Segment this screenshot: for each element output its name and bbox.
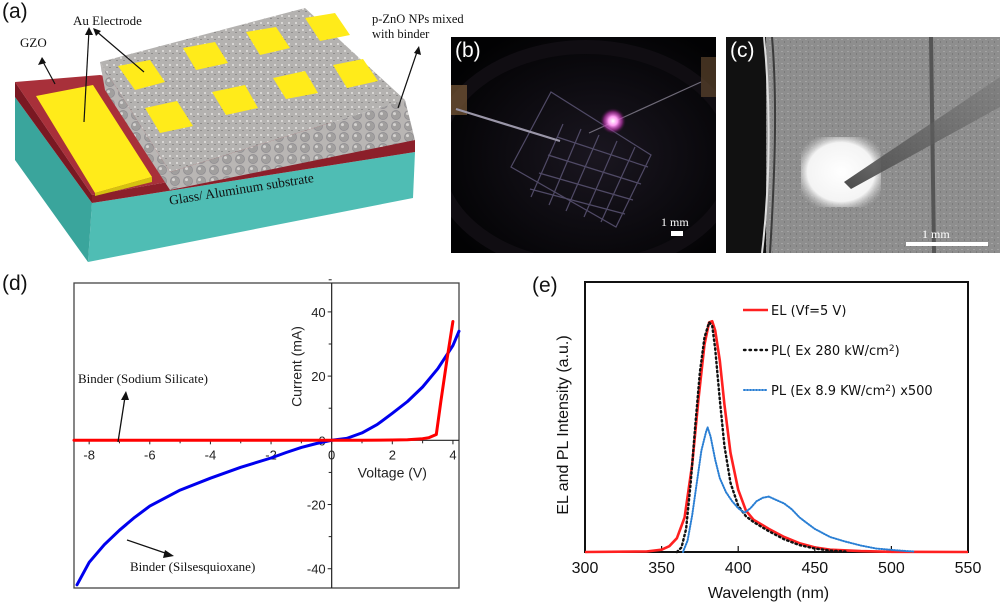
y-tick-label: 40: [311, 305, 325, 320]
x-tick-label: 300: [572, 560, 599, 577]
x-tick-label: 400: [725, 560, 752, 577]
el-emission-photo: [451, 37, 716, 253]
device-schematic: [15, 8, 421, 262]
panel-a-label: (a): [2, 0, 28, 23]
legend-text: PL( Ex 280 kW/cm: [771, 344, 889, 359]
pzno-label-line1: p-ZnO NPs mixed: [372, 12, 464, 26]
plot-frame: [73, 282, 460, 589]
substrate-front-face: [88, 152, 415, 262]
x-tick-label: 550: [955, 560, 982, 577]
panel-c-label: (c): [730, 39, 755, 62]
x-axis-label: Voltage (V): [358, 464, 427, 480]
pzno-layer-top: [100, 8, 405, 172]
x-tick-label: -6: [144, 447, 156, 462]
au-electrode-label: Au Electrode: [73, 13, 142, 28]
legend-label-el: EL (Vf=5 V): [771, 304, 846, 319]
series-pl-8-9: [682, 424, 916, 553]
legend-suffix: ): [895, 344, 900, 359]
y-axis-label: EL and PL Intensity (a.u.): [555, 335, 572, 514]
panel-b-photo: (b) 1 mm: [451, 37, 716, 253]
electrode-grid: [510, 91, 652, 228]
el-emission-spot: [600, 108, 626, 134]
panel-c-photo: (c) 1 mm: [726, 37, 1000, 253]
panel-d: (d) -8 -6 -4 -2 0 2 4 -40 -20 0 20 40 Voltage (V) Cur…: [0, 270, 470, 604]
arrow-head-silsesquioxane: [163, 550, 174, 558]
legend-text: PL (Ex 8.9 KW/cm: [771, 384, 885, 399]
x-tick-label: 0: [328, 447, 335, 462]
spectrum-chart: 300 350 400 450 500 550 Wavelength (nm) EL and …: [555, 281, 982, 602]
x-tick-label: 350: [648, 560, 675, 577]
arrow-head-sodium: [121, 391, 129, 400]
y-tick-label: -20: [307, 498, 326, 513]
series-pl-280: [675, 320, 847, 554]
pzno-layer-front: [170, 100, 415, 190]
arrow-sodium-silicate: [117, 396, 126, 443]
y-tick-label: -40: [307, 562, 326, 577]
panel-a: (a) Au Electrode GZO p-ZnO NPs mixed wit…: [0, 0, 464, 270]
panel-e-label: (e): [532, 274, 558, 297]
legend-label-pl-8-9: PL (Ex 8.9 KW/cm2) x500: [771, 384, 933, 399]
substrate-left-face: [15, 97, 92, 262]
scale-bar-label: 1 mm: [922, 227, 950, 241]
gzo-layer-left: [15, 82, 92, 203]
series-el: [584, 319, 969, 554]
au-large-electrode-edge: [95, 177, 152, 196]
arrow-silsesquioxane: [126, 539, 169, 555]
panel-e: (e) 300 350 400 450 500 550 Wavelength (nm) EL …: [480, 270, 1000, 604]
x-tick-label: 450: [801, 560, 828, 577]
microscope-photo: [726, 37, 1000, 253]
silsesquioxane-annotation: Binder (Silsesquioxane): [130, 559, 256, 574]
annotation-arrows: [41, 29, 419, 123]
plot-frame: [584, 281, 969, 553]
scale-bar: [906, 242, 988, 246]
au-pads: [118, 13, 378, 133]
arrow-heads: [38, 27, 421, 65]
probe-needle-left: [455, 107, 561, 143]
y-axis-label: Current (mA): [289, 326, 305, 407]
legend-suffix: ) x500: [891, 384, 933, 399]
legend-label-pl-280: PL( Ex 280 kW/cm2): [771, 344, 900, 359]
x-tick-label: -8: [83, 447, 95, 462]
sodium-silicate-annotation: Binder (Sodium Silicate): [78, 371, 208, 386]
pzno-layer-left: [100, 62, 170, 190]
legend-superscript: 2: [889, 344, 895, 354]
panel-b-label: (b): [455, 39, 481, 62]
x-tick-label: -4: [205, 447, 217, 462]
x-tick-label: 500: [878, 560, 905, 577]
x-tick-label: 4: [449, 447, 456, 462]
pzno-label-line2: with binder: [372, 27, 430, 41]
au-large-electrode: [36, 85, 152, 193]
x-tick-label: 2: [389, 447, 396, 462]
series-sodium-silicate: [72, 320, 455, 442]
legend-superscript: 2: [885, 384, 891, 394]
panel-d-label: (d): [2, 272, 28, 295]
y-tick-label: 20: [311, 369, 325, 384]
probe-needle: [844, 77, 1000, 189]
series-silsesquioxane: [75, 329, 461, 587]
x-tick-label: -2: [265, 447, 277, 462]
x-axis-label: Wavelength (nm): [708, 585, 829, 602]
scale-bar: [671, 231, 683, 236]
gzo-label: GZO: [20, 35, 47, 50]
scale-bar-label: 1 mm: [661, 215, 689, 229]
